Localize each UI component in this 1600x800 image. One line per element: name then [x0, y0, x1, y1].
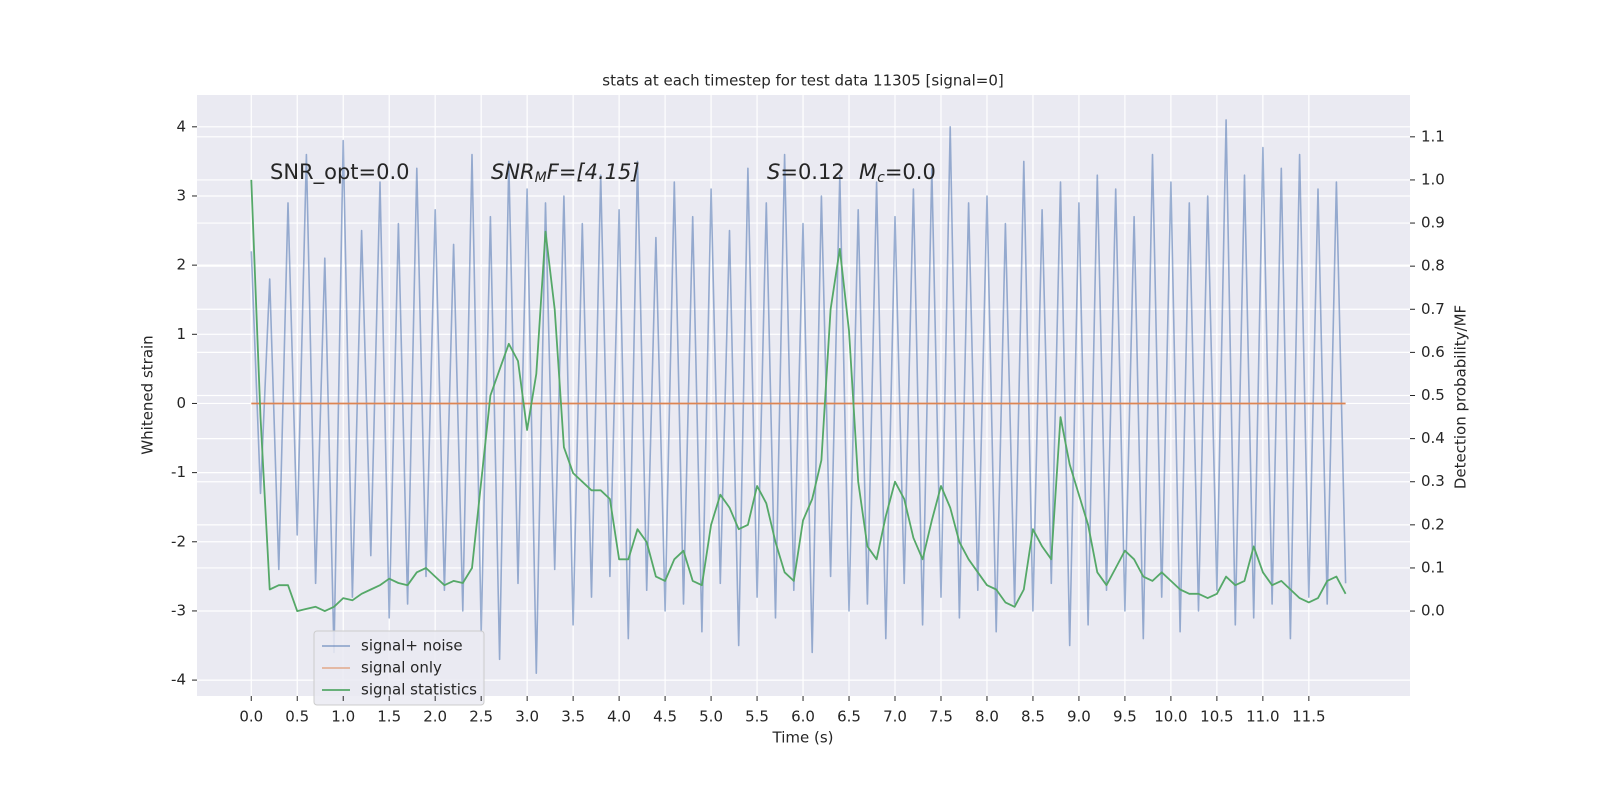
series-line	[250, 179, 1347, 612]
annotation-subscript: M	[535, 170, 547, 186]
annotation-part: =0.0	[885, 160, 936, 184]
y2-tick-label: 0.9	[1421, 214, 1445, 232]
y2-tick-label: 0.3	[1421, 472, 1445, 490]
legend-label: signal statistics	[361, 681, 477, 699]
y-tick-label: 1	[176, 325, 186, 343]
chart-title: stats at each timestep for test data 113…	[602, 72, 1003, 90]
y2-tick-label: 0.0	[1421, 602, 1445, 620]
y2-tick-label: 0.5	[1421, 386, 1445, 404]
x-tick-label: 9.5	[1113, 708, 1137, 726]
x-tick-label: 4.5	[653, 708, 677, 726]
y-tick-label: -4	[171, 671, 186, 689]
y-tick-label: 3	[176, 186, 186, 204]
x-tick-label: 5.5	[745, 708, 769, 726]
y-tick-label: -2	[171, 532, 186, 550]
x-tick-label: 1.0	[331, 708, 355, 726]
x-tick-label: 7.0	[883, 708, 907, 726]
x-tick-label: 3.5	[561, 708, 585, 726]
y2-tick-label: 1.1	[1421, 127, 1445, 145]
x-tick-label: 2.0	[423, 708, 447, 726]
y2-tick-label: 0.8	[1421, 257, 1445, 275]
y2-tick-label: 0.6	[1421, 343, 1445, 361]
x-tick-label: 7.5	[929, 708, 953, 726]
x-tick-label: 3.0	[515, 708, 539, 726]
annotation-part: S	[767, 160, 780, 184]
x-tick-label: 5.0	[699, 708, 723, 726]
y2-tick-label: 0.1	[1421, 558, 1445, 576]
legend-box	[313, 630, 485, 706]
annotation: Mc=0.0	[859, 160, 936, 186]
x-tick-label: 9.0	[1067, 708, 1091, 726]
x-tick-label: 10.0	[1154, 708, 1187, 726]
y-axis-label: Whitened strain	[139, 335, 157, 454]
annotation-subscript: c	[877, 170, 885, 186]
y-tick-label: 0	[176, 394, 186, 412]
x-tick-label: 8.5	[1021, 708, 1045, 726]
x-tick-label: 2.5	[469, 708, 493, 726]
annotation-part: M	[859, 160, 877, 184]
x-tick-label: 6.0	[791, 708, 815, 726]
x-tick-label: 0.0	[239, 708, 263, 726]
y-tick-label: 4	[176, 117, 186, 135]
x-tick-label: 10.5	[1200, 708, 1233, 726]
annotation-part: F=[4.15]	[547, 160, 640, 184]
y-tick-label: -3	[171, 601, 186, 619]
annotation: S=0.12	[767, 160, 845, 184]
y2-tick-label: 0.7	[1421, 300, 1445, 318]
series-line	[250, 119, 1347, 674]
annotation-part: =0.12	[780, 160, 844, 184]
annotation: SNRMF=[4.15]	[491, 160, 640, 186]
x-tick-label: 6.5	[837, 708, 861, 726]
legend-label: signal+ noise	[361, 637, 463, 655]
legend-label: signal only	[361, 659, 442, 677]
annotation-part: SNR	[491, 160, 535, 184]
y-tick-label: -1	[171, 463, 186, 481]
y2-tick-label: 1.0	[1421, 170, 1445, 188]
annotation: SNR_opt=0.0	[270, 160, 410, 185]
x-axis-label: Time (s)	[772, 729, 834, 747]
x-tick-label: 8.0	[975, 708, 999, 726]
x-tick-label: 1.5	[377, 708, 401, 726]
x-tick-label: 11.5	[1292, 708, 1325, 726]
y2-axis-label: Detection probability/MF	[1452, 305, 1470, 489]
x-tick-label: 4.0	[607, 708, 631, 726]
y2-tick-label: 0.4	[1421, 429, 1445, 447]
y-tick-label: 2	[176, 256, 186, 274]
y2-tick-label: 0.2	[1421, 515, 1445, 533]
x-tick-label: 0.5	[285, 708, 309, 726]
x-tick-label: 11.0	[1246, 708, 1279, 726]
